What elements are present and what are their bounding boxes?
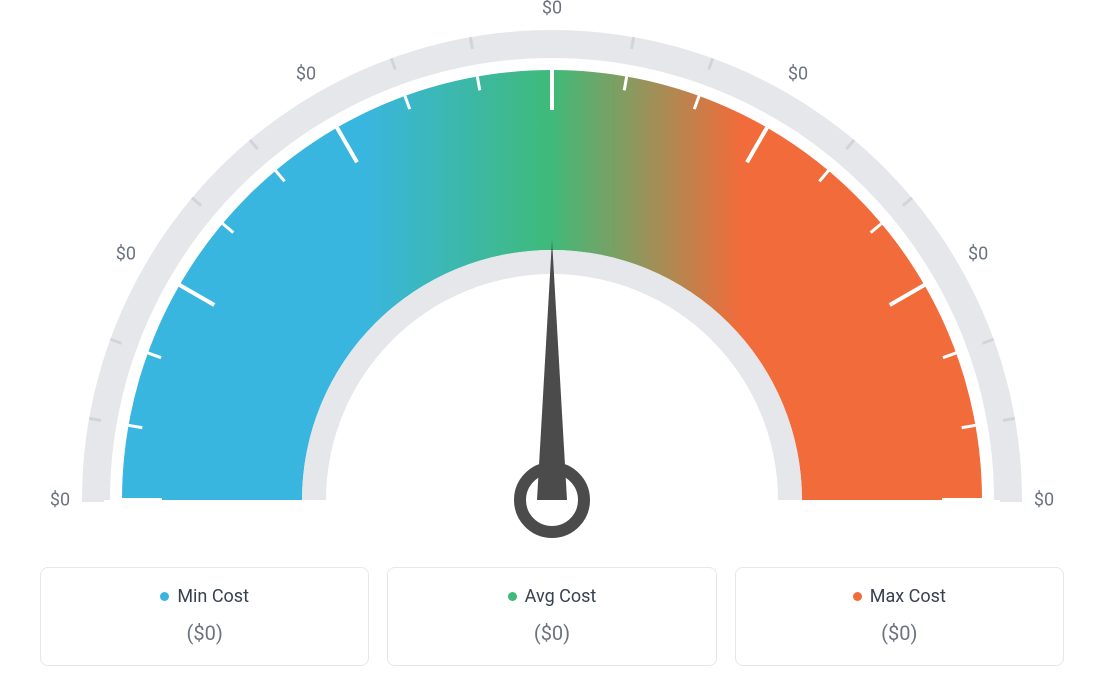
legend-title-max: Max Cost (853, 586, 946, 607)
legend-row: Min Cost ($0) Avg Cost ($0) Max Cost ($0… (40, 567, 1064, 666)
gauge-tick-label: $0 (968, 244, 988, 265)
dot-max (853, 592, 862, 601)
legend-card-min: Min Cost ($0) (40, 567, 369, 666)
gauge-tick-label: $0 (788, 63, 808, 84)
legend-title-avg: Avg Cost (508, 586, 597, 607)
gauge-tick-label: $0 (542, 0, 562, 19)
legend-card-max: Max Cost ($0) (735, 567, 1064, 666)
gauge-tick-label: $0 (1034, 490, 1054, 511)
legend-value-max: ($0) (752, 621, 1047, 645)
gauge-tick-label: $0 (296, 63, 316, 84)
cost-gauge-chart: $0 $0 $0 $0 $0 $0 $0 (0, 0, 1104, 560)
gauge-needle (537, 240, 567, 500)
dot-avg (508, 592, 517, 601)
legend-value-min: ($0) (57, 621, 352, 645)
legend-title-min: Min Cost (160, 586, 249, 607)
gauge-tick-label: $0 (50, 490, 70, 511)
dot-min (160, 592, 169, 601)
legend-label-max: Max Cost (870, 586, 946, 607)
legend-card-avg: Avg Cost ($0) (387, 567, 716, 666)
gauge-tick-label: $0 (116, 244, 136, 265)
legend-label-min: Min Cost (177, 586, 249, 607)
gauge-svg (0, 0, 1104, 560)
legend-value-avg: ($0) (404, 621, 699, 645)
legend-label-avg: Avg Cost (525, 586, 597, 607)
